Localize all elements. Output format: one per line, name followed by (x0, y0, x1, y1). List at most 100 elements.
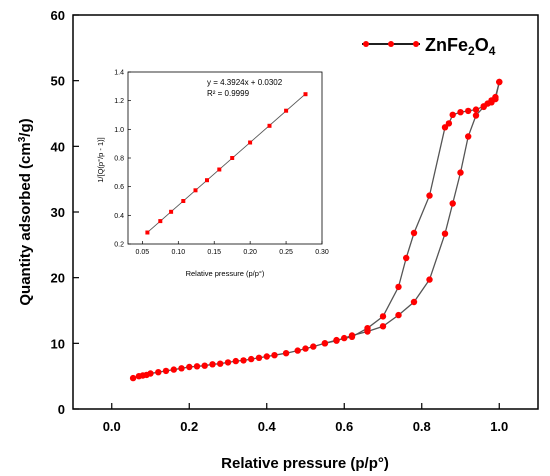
inset-x-tick-label: 0.10 (171, 249, 185, 256)
main-x-tick-label: 0.4 (258, 419, 277, 434)
main-data-point-adsorption (395, 311, 402, 319)
main-y-tick-label: 40 (51, 139, 65, 154)
inset-data-point (193, 188, 198, 193)
main-data-point-adsorption (310, 343, 317, 350)
main-data-point-adsorption (162, 367, 170, 375)
main-data-point-desorption (426, 192, 433, 199)
main-x-tick-label: 0.0 (103, 419, 121, 434)
main-y-tick-label: 30 (51, 205, 65, 220)
main-data-point-adsorption (263, 353, 270, 360)
main-data-point-adsorption (457, 169, 464, 176)
inset-x-tick-label: 0.25 (279, 249, 293, 256)
main-data-point-adsorption (224, 359, 232, 366)
inset-x-tick-label: 0.20 (243, 249, 257, 256)
main-x-tick-label: 0.6 (335, 419, 353, 434)
main-data-point-adsorption (201, 362, 208, 369)
main-y-tick-label: 10 (51, 336, 65, 351)
main-data-point-adsorption (240, 357, 247, 364)
main-y-tick-label: 0 (58, 402, 65, 417)
main-data-point-adsorption (410, 298, 418, 306)
main-data-point-adsorption (282, 350, 290, 357)
main-data-point-desorption (395, 283, 402, 291)
inset-y-tick-label: 1.0 (114, 127, 124, 134)
main-data-point-adsorption (178, 365, 185, 372)
main-x-tick-label: 0.2 (180, 419, 198, 434)
main-data-point-adsorption (426, 276, 433, 283)
main-data-point-desorption (457, 109, 464, 116)
main-data-point-desorption (321, 340, 329, 347)
inset-data-point (267, 123, 272, 128)
main-y-axis-label: Quantity adsorbed (cm3/g) (17, 118, 35, 305)
main-data-point-desorption (465, 107, 472, 115)
main-data-point-adsorption (294, 347, 301, 354)
main-data-point-adsorption (341, 334, 348, 342)
main-data-point-desorption (403, 254, 410, 262)
main-data-point-adsorption (302, 345, 309, 352)
inset-y-tick-label: 1.4 (114, 70, 124, 77)
inset-data-point (169, 209, 174, 214)
inset-data-point (230, 156, 235, 160)
main-data-point-desorption (348, 333, 356, 340)
main-data-point-adsorption (449, 200, 456, 207)
inset-y-tick-label: 0.6 (114, 184, 124, 191)
main-x-axis-label: Relative pressure (p/p°) (221, 455, 389, 472)
main-data-point-desorption (480, 103, 487, 110)
inset-x-tick-label: 0.30 (315, 249, 329, 256)
main-x-tick-label: 1.0 (490, 419, 508, 434)
inset-fit-equation: y = 4.3924x + 0.0302 (207, 78, 283, 87)
main-data-point-adsorption (193, 363, 201, 370)
main-data-point-adsorption (248, 355, 255, 363)
main-data-point-adsorption (465, 133, 472, 140)
chart-legend: ZnFe2O4 (362, 35, 496, 58)
legend-label: ZnFe2O4 (425, 35, 496, 58)
inset-r-squared: R² = 0.9999 (207, 89, 250, 98)
main-data-point-adsorption (217, 360, 224, 367)
main-data-point-adsorption (129, 374, 137, 382)
inset-x-tick-label: 0.05 (136, 249, 150, 256)
main-data-point-desorption (496, 78, 503, 86)
main-data-point-desorption (379, 313, 387, 320)
main-data-point-adsorption (441, 230, 449, 237)
main-data-point-adsorption (170, 366, 177, 373)
main-x-tick-label: 0.8 (413, 419, 431, 434)
main-data-point-desorption (333, 336, 340, 344)
main-data-point-adsorption (147, 370, 154, 377)
main-data-point-adsorption (232, 357, 239, 365)
main-y-tick-label: 60 (51, 8, 65, 23)
inset-data-point (145, 230, 150, 235)
inset-y-tick-label: 0.4 (114, 213, 124, 220)
inset-y-tick-label: 1.2 (114, 98, 124, 105)
main-data-point-adsorption (155, 369, 162, 376)
main-data-point-adsorption (186, 363, 193, 371)
legend-marker-right (413, 41, 419, 47)
inset-data-point (181, 199, 186, 203)
inset-data-point (158, 219, 163, 224)
inset-data-point (217, 167, 222, 172)
inset-y-tick-label: 0.8 (114, 156, 124, 163)
main-data-point-adsorption (209, 361, 216, 368)
main-data-point-desorption (364, 325, 371, 332)
legend-marker-mid (388, 41, 394, 47)
inset-fit-line (147, 93, 306, 233)
main-data-point-adsorption (271, 352, 278, 359)
inset-data-point (248, 140, 253, 145)
main-y-tick-label: 50 (51, 74, 65, 89)
inset-plot-frame (127, 71, 323, 245)
main-data-point-desorption (441, 124, 449, 131)
main-data-point-adsorption (472, 112, 480, 119)
inset-x-tick-label: 0.15 (207, 249, 221, 256)
main-y-tick-label: 20 (51, 271, 65, 286)
main-data-point-desorption (445, 120, 453, 127)
main-data-point-adsorption (379, 323, 387, 330)
main-data-point-desorption (410, 229, 418, 237)
main-data-point-desorption (449, 111, 456, 119)
legend-marker-left (363, 41, 369, 47)
inset-y-axis-label: 1/[Q(p°/p - 1)] (96, 137, 105, 183)
inset-data-point (205, 178, 209, 183)
inset-y-tick-label: 0.2 (114, 242, 124, 249)
inset-data-point (284, 108, 289, 113)
main-data-point-adsorption (255, 354, 263, 361)
inset-data-point (303, 92, 308, 97)
